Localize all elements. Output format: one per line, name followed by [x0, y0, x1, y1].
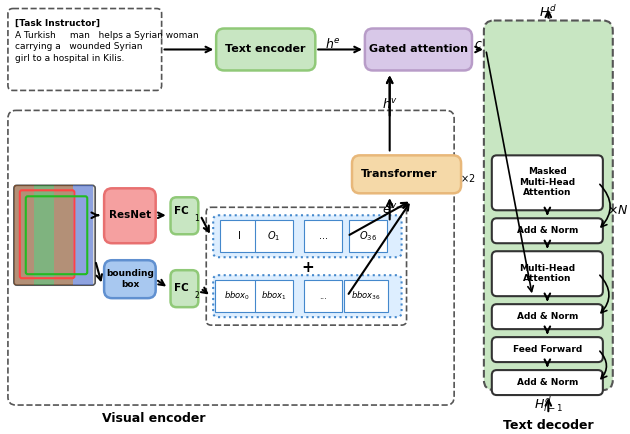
FancyBboxPatch shape: [104, 188, 156, 243]
Text: ResNet: ResNet: [109, 210, 151, 220]
Bar: [54, 185, 73, 285]
Text: Text decoder: Text decoder: [503, 418, 593, 431]
FancyBboxPatch shape: [171, 197, 198, 234]
FancyBboxPatch shape: [213, 215, 401, 257]
Bar: [73, 185, 93, 285]
Text: man   helps a Syrian woman: man helps a Syrian woman: [67, 30, 199, 39]
FancyBboxPatch shape: [484, 20, 613, 390]
Text: [Task Instructor]: [Task Instructor]: [15, 19, 100, 27]
FancyBboxPatch shape: [171, 270, 198, 307]
FancyBboxPatch shape: [14, 185, 95, 285]
Text: I: I: [238, 231, 241, 241]
Text: $h^v$: $h^v$: [382, 97, 398, 112]
Bar: [220, 220, 258, 252]
Text: Masked
Multi-Head
Attention: Masked Multi-Head Attention: [519, 168, 575, 197]
Text: FC: FC: [174, 206, 189, 216]
Text: Feed Forward: Feed Forward: [513, 345, 582, 354]
Text: $bbox_1$: $bbox_1$: [261, 290, 287, 302]
Text: Text encoder: Text encoder: [226, 44, 306, 55]
FancyBboxPatch shape: [492, 251, 603, 296]
Bar: [255, 280, 292, 312]
Text: $H_i^d$: $H_i^d$: [539, 3, 558, 22]
Text: $O_{36}$: $O_{36}$: [359, 229, 377, 243]
Text: $c$: $c$: [474, 38, 483, 51]
Text: $bbox_0$: $bbox_0$: [224, 290, 250, 302]
Text: girl to a hospital in Kilis.: girl to a hospital in Kilis.: [15, 55, 124, 63]
Text: $bbox_{36}$: $bbox_{36}$: [351, 290, 381, 302]
Text: Add & Norm: Add & Norm: [517, 226, 578, 235]
Bar: [255, 220, 292, 252]
FancyBboxPatch shape: [492, 304, 603, 329]
Text: $H_{i-1}^d$: $H_{i-1}^d$: [534, 394, 563, 414]
FancyBboxPatch shape: [216, 29, 315, 70]
FancyBboxPatch shape: [8, 9, 162, 90]
FancyBboxPatch shape: [492, 155, 603, 210]
Text: $O_1$: $O_1$: [267, 229, 280, 243]
FancyBboxPatch shape: [492, 370, 603, 395]
Bar: [304, 220, 342, 252]
Text: Transformer: Transformer: [361, 169, 438, 179]
Text: +: +: [301, 260, 314, 275]
Bar: [14, 185, 34, 285]
Bar: [34, 185, 54, 285]
Text: Visual encoder: Visual encoder: [102, 411, 205, 424]
Text: ...: ...: [319, 231, 328, 241]
Text: bounding
box: bounding box: [106, 270, 154, 289]
Text: $h^e$: $h^e$: [325, 37, 341, 52]
FancyBboxPatch shape: [213, 275, 401, 317]
Text: carrying a   wounded Syrian: carrying a wounded Syrian: [15, 43, 142, 52]
Text: FC: FC: [174, 283, 189, 293]
FancyBboxPatch shape: [352, 155, 461, 193]
Text: Gated attention: Gated attention: [369, 44, 468, 55]
Text: $\times 2$: $\times 2$: [460, 172, 476, 184]
Text: $\times N$: $\times N$: [607, 204, 629, 217]
Bar: [349, 220, 387, 252]
Text: Add & Norm: Add & Norm: [517, 378, 578, 387]
Text: $e^v$: $e^v$: [382, 203, 398, 217]
Text: 2: 2: [194, 291, 199, 299]
Text: A Turkish: A Turkish: [15, 30, 55, 39]
Bar: [344, 280, 387, 312]
FancyBboxPatch shape: [492, 218, 603, 243]
FancyBboxPatch shape: [104, 260, 156, 298]
FancyBboxPatch shape: [8, 110, 454, 405]
Text: Add & Norm: Add & Norm: [517, 312, 578, 321]
Text: 1: 1: [194, 214, 199, 223]
Text: Multi-Head
Attention: Multi-Head Attention: [519, 263, 575, 283]
Bar: [215, 280, 259, 312]
FancyBboxPatch shape: [492, 337, 603, 362]
Text: ...: ...: [319, 292, 327, 301]
Bar: [304, 280, 342, 312]
FancyBboxPatch shape: [365, 29, 472, 70]
